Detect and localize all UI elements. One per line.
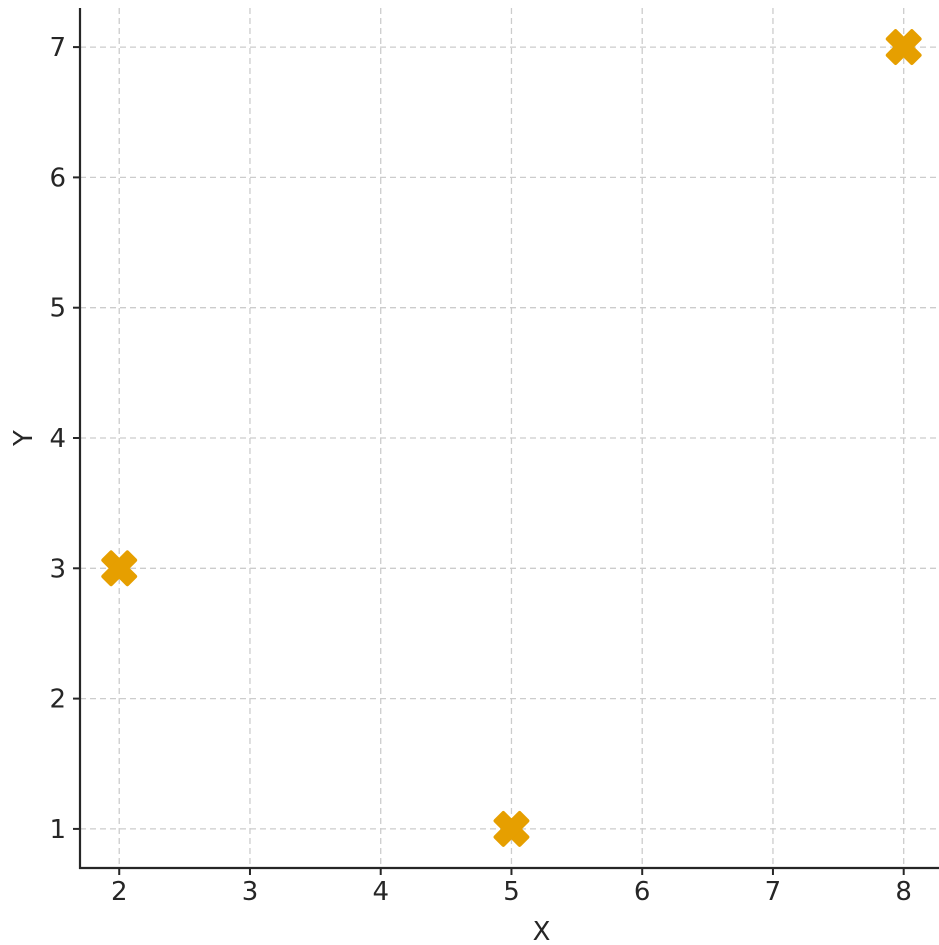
x-tick-label: 2 [111,877,128,907]
x-axis-label: X [533,917,551,945]
y-tick-label: 6 [49,163,66,193]
y-tick-label: 2 [49,685,66,715]
y-tick-label: 4 [49,424,66,454]
data-point-marker [493,810,530,847]
y-tick-labels: 1 2 3 4 5 6 7 [49,33,66,845]
y-tick-label: 1 [49,815,66,845]
data-points [101,29,922,847]
y-tick-label: 3 [49,554,66,584]
x-tick-labels: 2 3 4 5 6 7 8 [111,877,912,907]
x-tick-label: 5 [503,877,520,907]
grid [80,8,939,868]
y-tick-label: 5 [49,294,66,324]
data-point-marker [885,29,922,66]
x-tick-label: 6 [634,877,651,907]
x-tick-label: 3 [242,877,259,907]
axes [73,8,939,875]
x-tick-label: 7 [765,877,782,907]
y-tick-label: 7 [49,33,66,63]
x-tick-label: 4 [372,877,389,907]
y-axis-label: Y [9,430,39,447]
data-point-marker [101,550,138,587]
x-tick-label: 8 [895,877,912,907]
